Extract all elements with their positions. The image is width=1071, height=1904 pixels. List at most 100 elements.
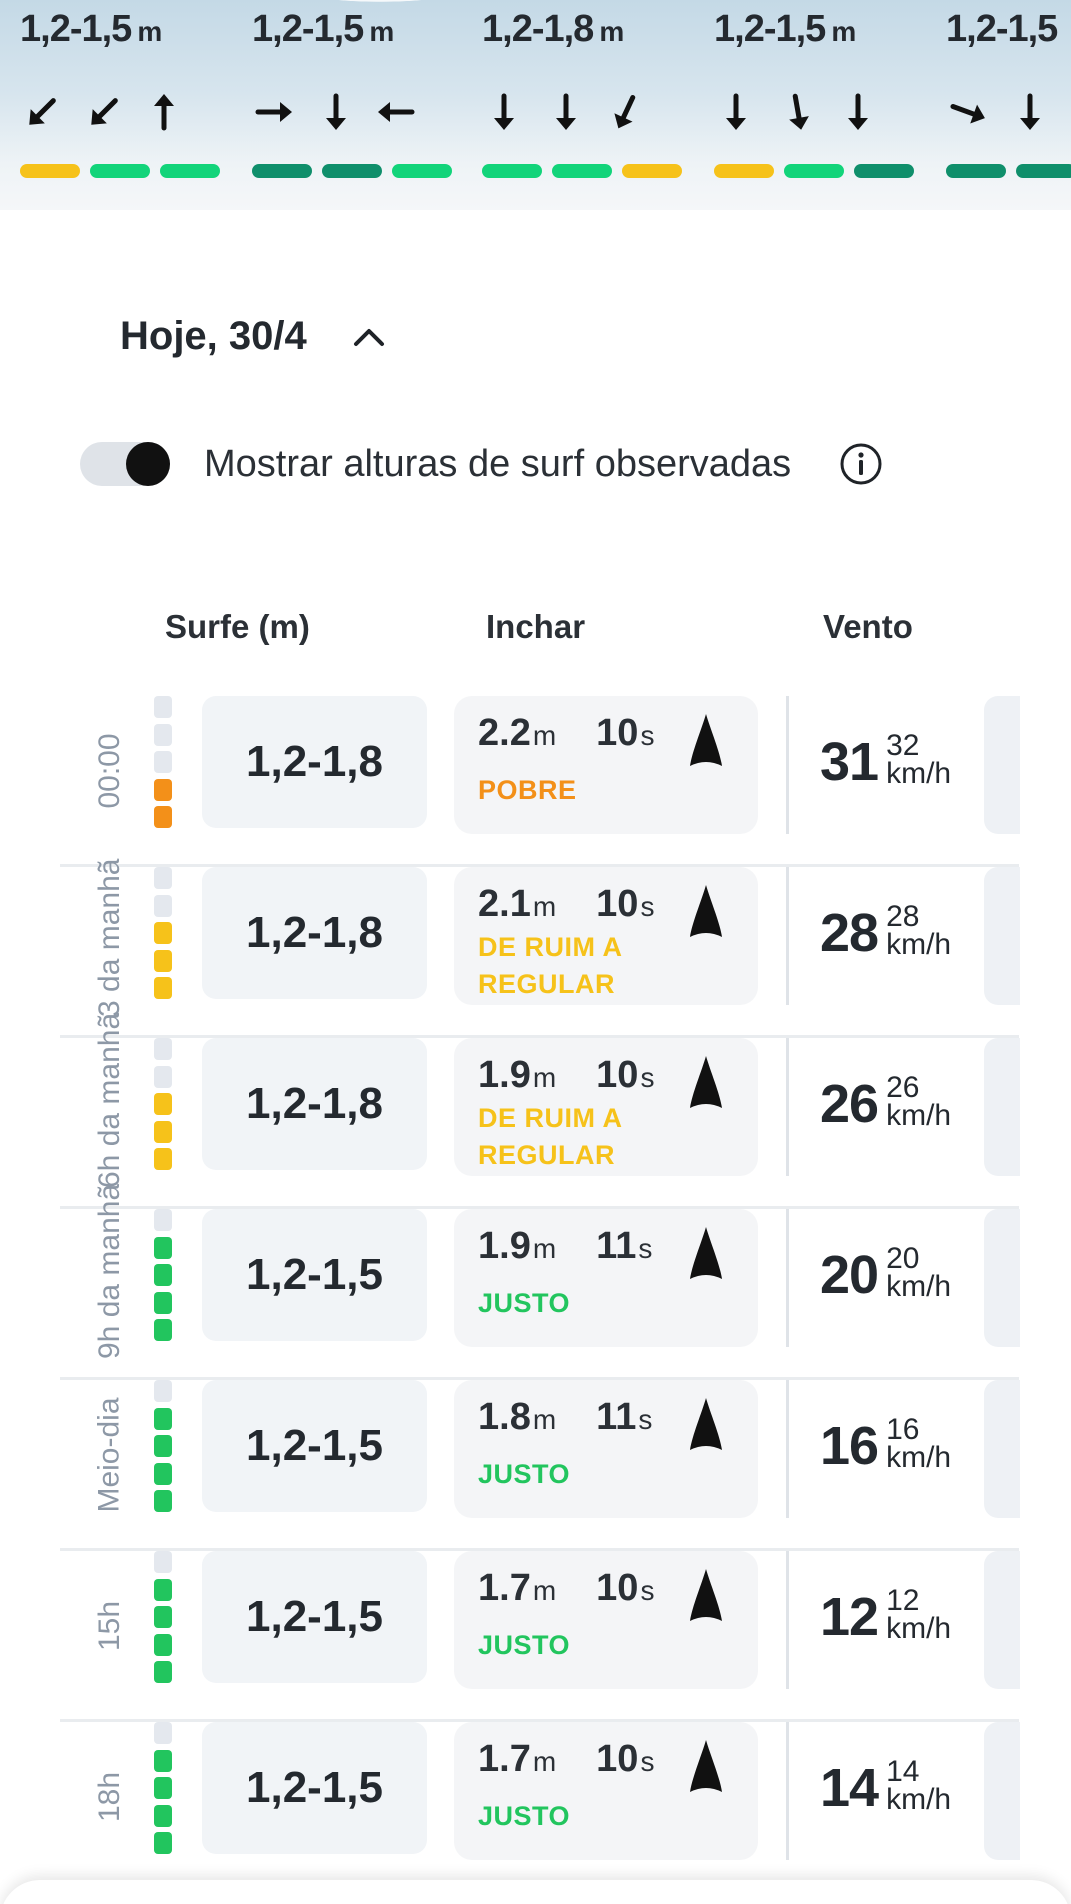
surf-height-cell[interactable]: 1,2-1,5	[202, 1722, 427, 1854]
wind-unit: km/h	[886, 928, 952, 961]
swell-period: 10s	[596, 1738, 654, 1781]
swell-cell[interactable]: 2.2m 10s POBRE	[454, 696, 758, 834]
row-separator	[60, 864, 1019, 867]
column-header-wind: Vento	[823, 608, 913, 645]
info-icon[interactable]	[839, 442, 883, 486]
wind-cell[interactable]: 12 12 km/h	[820, 1586, 952, 1648]
swell-cell[interactable]: 1.8m 11s JUSTO	[454, 1380, 758, 1518]
surf-height-cell[interactable]: 1,2-1,5	[202, 1380, 427, 1512]
strip-column[interactable]: 1,2-1,5 m	[20, 0, 230, 200]
swell-height-value: 1.8	[478, 1396, 531, 1438]
swell-period-value: 10	[596, 1738, 639, 1780]
column-divider	[786, 867, 789, 1005]
next-column-peek[interactable]	[984, 1209, 1020, 1347]
surf-rating-meter	[154, 696, 172, 828]
wind-cell[interactable]: 14 14 km/h	[820, 1757, 951, 1819]
swell-height-unit: m	[532, 720, 557, 751]
meter-segment	[154, 1264, 172, 1286]
strip-surf-height: 1,2-1,5 m	[714, 8, 856, 51]
swell-direction-icon	[690, 1056, 722, 1108]
chevron-up-icon[interactable]	[351, 319, 387, 355]
next-column-peek[interactable]	[984, 1722, 1020, 1860]
forecast-row[interactable]: 9h da manhã 1,2-1,5 1.9m 11s JUSTO 20 20 km/h	[0, 1183, 1071, 1380]
wind-gust-unit: 12 km/h	[886, 1586, 952, 1645]
wind-cell[interactable]: 20 20 km/h	[820, 1242, 952, 1306]
strip-height-value: 1,2-1,5	[20, 8, 132, 50]
observed-heights-toggle[interactable]	[80, 442, 170, 486]
forecast-row[interactable]: 3 da manhã 1,2-1,8 2.1m 10s DE RUIM A REGULA…	[0, 858, 1071, 1038]
wind-speed: 12	[820, 1587, 879, 1647]
swell-cell[interactable]: 1.9m 11s JUSTO	[454, 1209, 758, 1347]
surf-rating-meter	[154, 1038, 172, 1170]
swell-values: 1.8m 11s	[478, 1396, 736, 1450]
strip-column[interactable]: 1,2-1,5 m	[714, 0, 924, 200]
meter-segment	[154, 1065, 172, 1088]
swell-cell[interactable]: 1.7m 10s JUSTO	[454, 1551, 758, 1689]
surf-rating-meter	[154, 867, 172, 999]
next-column-peek[interactable]	[984, 1380, 1020, 1518]
forecast-row[interactable]: Meio-dia 1,2-1,5 1.8m 11s JUSTO 16 16 km/h	[0, 1380, 1071, 1551]
meter-segment	[154, 1236, 172, 1259]
day-header[interactable]: Hoje, 30/4	[120, 314, 387, 359]
strip-wind-arrows	[482, 90, 682, 134]
wind-arrow-icon	[374, 90, 418, 134]
forecast-strip[interactable]: 1,2-1,5 m 1,2-1,5 m 1,2-1,8 m 1,2-1,5 m 1,2-1,5	[0, 0, 1071, 210]
wind-gust: 20	[886, 1242, 920, 1275]
next-column-peek[interactable]	[984, 867, 1020, 1005]
strip-column[interactable]: 1,2-1,5 m	[252, 0, 462, 200]
meter-segment	[154, 723, 172, 746]
strip-wind-arrows	[946, 90, 1071, 134]
wind-unit: km/h	[886, 1612, 952, 1645]
rating-bar	[392, 164, 452, 178]
forecast-row[interactable]: 6h da manhã 1,2-1,8 1.9m 10s DE RUIM A REGUL…	[0, 1013, 1071, 1209]
strip-surf-height: 1,2-1,8 m	[482, 8, 624, 51]
wind-arrow-icon	[20, 90, 64, 134]
rating-bar	[482, 164, 542, 178]
swell-cell[interactable]: 1.9m 10s DE RUIM A REGULAR	[454, 1038, 758, 1176]
wind-cell[interactable]: 26 26 km/h	[820, 1073, 951, 1135]
wind-unit: km/h	[886, 1270, 952, 1303]
next-column-peek[interactable]	[984, 1551, 1020, 1689]
wind-speed: 28	[820, 903, 879, 963]
wind-arrow-icon	[482, 90, 526, 134]
forecast-row[interactable]: 00:00 1,2-1,8 2.2m 10s POBRE 31 32 km/h	[0, 696, 1071, 867]
surf-height-cell[interactable]: 1,2-1,8	[202, 696, 427, 828]
surf-rating-meter	[154, 1209, 172, 1341]
strip-column[interactable]: 1,2-1,5	[946, 0, 1071, 200]
time-text: 9h da manhã	[93, 1183, 126, 1359]
wind-cell[interactable]: 31 32 km/h	[820, 731, 951, 793]
surf-height-cell[interactable]: 1,2-1,5	[202, 1209, 427, 1341]
swell-height-unit: m	[532, 1746, 557, 1777]
swell-cell[interactable]: 2.1m 10s DE RUIM A REGULAR	[454, 867, 758, 1005]
swell-period-unit: s	[638, 1404, 653, 1435]
swell-height-value: 1.9	[478, 1054, 531, 1096]
swell-height-unit: m	[532, 1062, 557, 1093]
strip-height-value: 1,2-1,5	[714, 8, 826, 50]
next-column-peek[interactable]	[984, 1038, 1020, 1176]
wind-gust-unit: 14 km/h	[886, 1757, 951, 1815]
wind-cell[interactable]: 28 28 km/h	[820, 902, 952, 964]
surf-height-cell[interactable]: 1,2-1,8	[202, 867, 427, 999]
meter-segment	[154, 1148, 172, 1170]
rating-bar	[322, 164, 382, 178]
rating-bar	[946, 164, 1006, 178]
forecast-row[interactable]: 18h 1,2-1,5 1.7m 10s JUSTO 14 14 km/h	[0, 1722, 1071, 1893]
next-column-peek[interactable]	[984, 696, 1020, 834]
swell-cell[interactable]: 1.7m 10s JUSTO	[454, 1722, 758, 1860]
swell-direction-icon	[690, 1569, 722, 1621]
bottom-sheet-edge[interactable]	[0, 1880, 1071, 1904]
surf-height-cell[interactable]: 1,2-1,5	[202, 1551, 427, 1683]
strip-column[interactable]: 1,2-1,8 m	[482, 0, 692, 200]
surf-height-cell[interactable]: 1,2-1,8	[202, 1038, 427, 1170]
wind-arrow-icon	[946, 90, 990, 134]
meter-segment	[154, 806, 172, 828]
wind-cell[interactable]: 16 16 km/h	[820, 1415, 951, 1477]
forecast-row[interactable]: 15h 1,2-1,5 1.7m 10s JUSTO 12 12 km/h	[0, 1551, 1071, 1722]
meter-segment	[154, 922, 172, 944]
wind-speed: 26	[820, 1074, 879, 1134]
time-text: 3 da manhã	[93, 858, 126, 1017]
wind-speed: 16	[820, 1416, 879, 1476]
wind-speed: 14	[820, 1758, 879, 1818]
column-divider	[786, 1038, 789, 1176]
surf-rating-label: POBRE	[478, 775, 577, 805]
